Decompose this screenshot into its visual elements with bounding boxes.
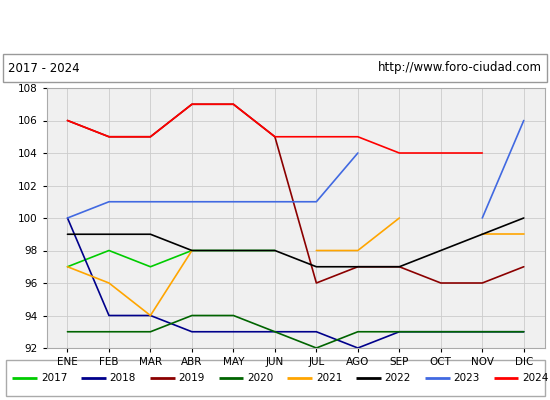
Text: 2024: 2024 bbox=[522, 373, 548, 383]
Text: 2018: 2018 bbox=[110, 373, 136, 383]
Text: 2017 - 2024: 2017 - 2024 bbox=[8, 62, 80, 74]
Text: http://www.foro-ciudad.com: http://www.foro-ciudad.com bbox=[378, 62, 542, 74]
Text: 2022: 2022 bbox=[385, 373, 411, 383]
Text: 2017: 2017 bbox=[41, 373, 67, 383]
Text: 2023: 2023 bbox=[453, 373, 480, 383]
Text: Evolucion num de emigrantes en La Adrada: Evolucion num de emigrantes en La Adrada bbox=[89, 18, 461, 34]
Text: 2019: 2019 bbox=[178, 373, 205, 383]
Text: 2021: 2021 bbox=[316, 373, 342, 383]
Text: 2020: 2020 bbox=[248, 373, 273, 383]
